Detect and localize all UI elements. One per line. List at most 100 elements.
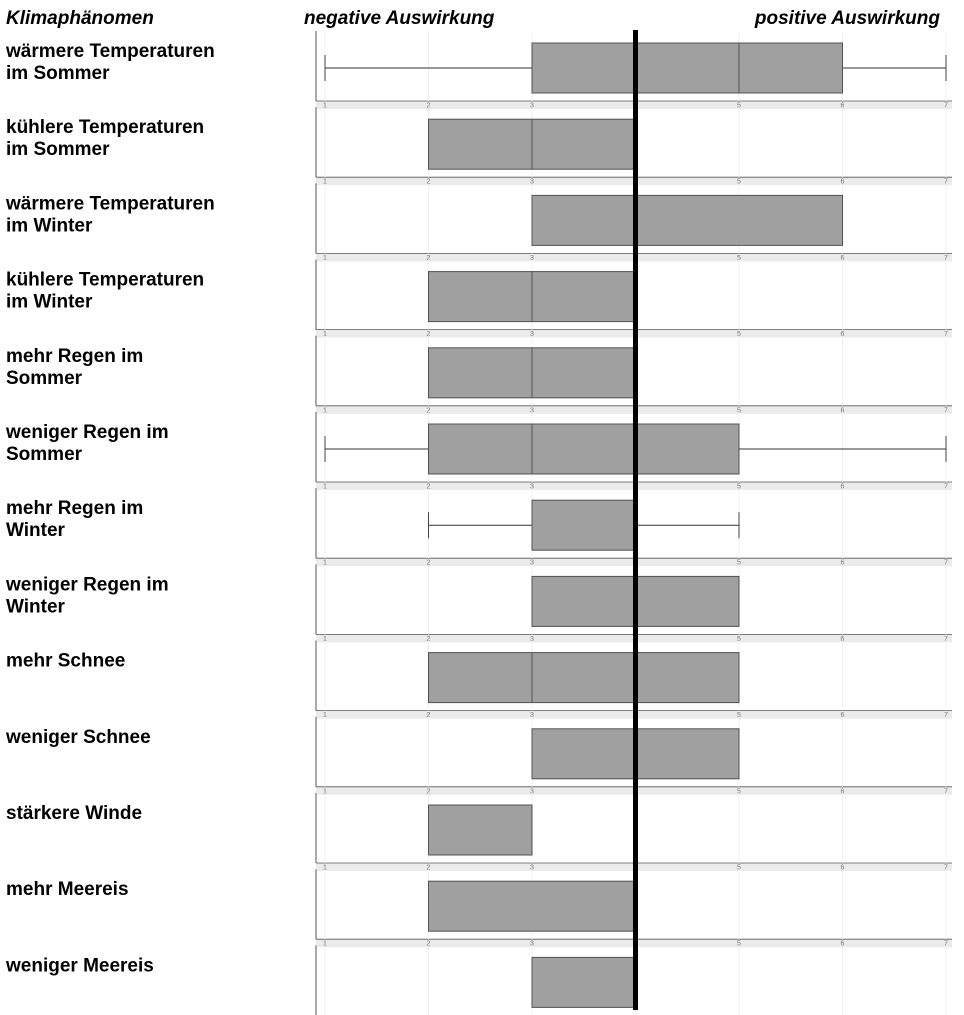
tick-label: 6	[841, 179, 845, 186]
row-label-line: kühlere Temperaturen	[6, 270, 204, 291]
tick-label: 5	[737, 179, 741, 186]
tick-label: 7	[944, 865, 948, 872]
row-label: weniger Meereis	[5, 955, 154, 976]
box-row: mehr Regen imWinter1234567	[6, 488, 952, 567]
tick-label: 2	[427, 941, 431, 948]
tick-label: 5	[737, 788, 741, 795]
tick-label: 3	[530, 560, 534, 567]
row-label: mehr Meereis	[6, 879, 129, 900]
tick-label: 3	[530, 636, 534, 643]
iqr-box	[428, 652, 740, 704]
tick-label: 5	[737, 560, 741, 567]
tick-label: 3	[530, 407, 534, 414]
tick-label: 3	[530, 331, 534, 338]
tick-label: 3	[530, 255, 534, 262]
tick-label: 1	[323, 331, 327, 338]
row-label: weniger Regen im Sommer	[5, 422, 169, 465]
tick-label: 1	[323, 941, 327, 948]
tick-label: 5	[737, 407, 741, 414]
tick-label: 6	[841, 103, 845, 110]
tick-label: 3	[530, 788, 534, 795]
row-label-line: im Sommer	[6, 139, 110, 160]
tick-label: 7	[944, 103, 948, 110]
column-header: Klimaphänomen	[6, 8, 154, 29]
tick-label: 1	[323, 865, 327, 872]
tick-label: 6	[841, 865, 845, 872]
tick-label: 6	[841, 407, 845, 414]
tick-label: 7	[944, 788, 948, 795]
tick-label: 6	[841, 484, 845, 491]
iqr-box	[531, 956, 636, 1008]
tick-label: 2	[427, 103, 431, 110]
row-label: weniger Regen im Winter	[5, 574, 169, 617]
tick-label: 2	[427, 331, 431, 338]
row-label-line: Sommer	[6, 368, 83, 389]
row-label-line: weniger Meereis	[5, 955, 154, 976]
tick-label: 3	[530, 484, 534, 491]
row-label-line: im Sommer	[6, 63, 110, 84]
row-label: mehr Schnee	[6, 651, 125, 672]
tick-label: 6	[841, 331, 845, 338]
row-label-line: Winter	[6, 520, 66, 541]
tick-label: 6	[841, 255, 845, 262]
tick-label: 2	[427, 560, 431, 567]
tick-label: 7	[944, 484, 948, 491]
row-label-line: Sommer	[6, 444, 83, 465]
row-label: mehr Regen im Winter	[6, 498, 143, 541]
tick-label: 2	[427, 636, 431, 643]
tick-label: 3	[530, 865, 534, 872]
positive-effect-header: positive Auswirkung	[754, 8, 940, 29]
box-row: mehr Regen imSommer1234567	[6, 335, 952, 414]
iqr-box	[531, 499, 636, 551]
tick-label: 6	[841, 788, 845, 795]
tick-label: 5	[737, 636, 741, 643]
box-row: mehr Meereis1234567	[6, 869, 952, 948]
iqr-box	[531, 42, 843, 94]
row-label-line: mehr Schnee	[6, 651, 125, 672]
row-label: kühlere Temperaturen im Winter	[6, 270, 204, 313]
row-label-line: wärmere Temperaturen	[5, 41, 215, 62]
row-label-line: mehr Regen im	[6, 498, 143, 519]
tick-label: 7	[944, 712, 948, 719]
tick-label: 1	[323, 560, 327, 567]
tick-label: 7	[944, 331, 948, 338]
tick-label: 7	[944, 407, 948, 414]
row-label-line: weniger Regen im	[5, 574, 169, 595]
tick-label: 7	[944, 179, 948, 186]
row-label: mehr Regen im Sommer	[6, 346, 143, 389]
tick-label: 5	[737, 255, 741, 262]
negative-effect-header: negative Auswirkung	[304, 8, 495, 29]
box-row: weniger Regen imWinter1234567	[5, 564, 952, 643]
tick-label: 6	[841, 636, 845, 643]
tick-label: 5	[737, 484, 741, 491]
tick-label: 7	[944, 941, 948, 948]
tick-label: 5	[737, 712, 741, 719]
tick-label: 2	[427, 255, 431, 262]
row-label-line: weniger Schnee	[5, 727, 151, 748]
tick-label: 2	[427, 407, 431, 414]
row-label-line: wärmere Temperaturen	[5, 193, 215, 214]
row-label-line: Winter	[6, 596, 66, 617]
tick-label: 7	[944, 560, 948, 567]
tick-label: 3	[530, 941, 534, 948]
tick-label: 3	[530, 103, 534, 110]
tick-label: 1	[323, 484, 327, 491]
row-label: stärkere Winde	[6, 803, 142, 824]
tick-label: 6	[841, 712, 845, 719]
box-row: weniger Regen imSommer1234567	[5, 412, 952, 491]
iqr-box	[428, 804, 533, 856]
row-label: weniger Schnee	[5, 727, 151, 748]
tick-label: 7	[944, 255, 948, 262]
tick-label: 1	[323, 179, 327, 186]
tick-label: 2	[427, 788, 431, 795]
tick-label: 7	[944, 636, 948, 643]
tick-label: 1	[323, 788, 327, 795]
tick-label: 2	[427, 179, 431, 186]
tick-label: 2	[427, 865, 431, 872]
row-label: wärmere Temperaturen im Winter	[5, 193, 215, 236]
box-row: mehr Schnee1234567	[6, 640, 952, 719]
row-label-line: weniger Regen im	[5, 422, 169, 443]
